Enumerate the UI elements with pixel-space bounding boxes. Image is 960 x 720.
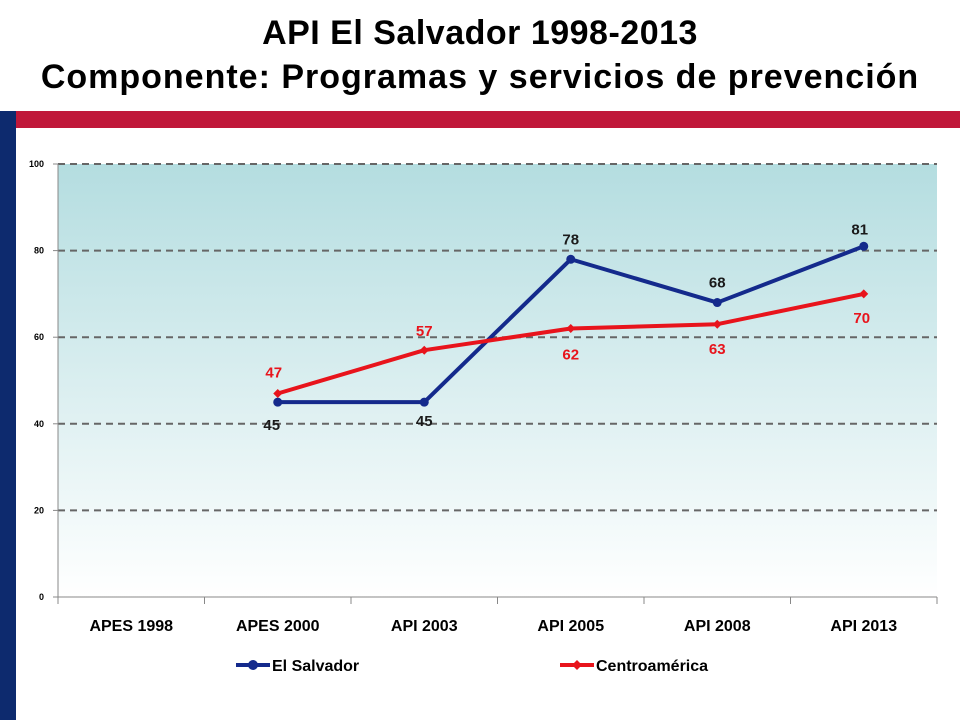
- data-label: 57: [416, 323, 433, 340]
- data-point: [712, 298, 722, 308]
- data-label: 68: [709, 275, 726, 292]
- y-tick-label: 40: [34, 419, 44, 429]
- data-point: [712, 319, 722, 329]
- data-label: 63: [709, 341, 726, 358]
- side-bar-top: [0, 111, 16, 128]
- page-title: API El Salvador 1998-2013: [262, 14, 698, 52]
- x-tick-label: API 2005: [537, 618, 604, 635]
- data-point: [273, 388, 283, 398]
- y-tick-label: 60: [34, 332, 44, 342]
- title-block: API El Salvador 1998-2013 Componente: Pr…: [0, 0, 960, 110]
- x-tick-label: APES 1998: [89, 618, 173, 635]
- x-tick-label: APES 2000: [236, 618, 320, 635]
- data-label: 47: [265, 364, 282, 381]
- side-bar: [0, 128, 16, 720]
- header-band: [0, 111, 960, 128]
- legend-marker: [572, 660, 582, 670]
- legend-label: El Salvador: [272, 658, 359, 675]
- data-point: [566, 324, 576, 334]
- y-tick-label: 80: [34, 246, 44, 256]
- data-point: [419, 345, 429, 355]
- y-tick-label: 100: [29, 159, 44, 169]
- data-point: [566, 254, 576, 264]
- y-tick-label: 0: [39, 592, 44, 602]
- data-point: [859, 241, 869, 251]
- x-tick-label: API 2008: [684, 618, 751, 635]
- legend-marker: [248, 660, 258, 670]
- data-label: 45: [263, 417, 280, 434]
- data-point: [419, 397, 429, 407]
- data-label: 62: [562, 347, 579, 364]
- plot-area: [58, 164, 937, 597]
- data-label: 45: [416, 413, 433, 430]
- data-label: 81: [851, 221, 868, 238]
- x-tick-label: API 2013: [830, 618, 897, 635]
- data-label: 78: [562, 231, 579, 248]
- data-point: [273, 397, 283, 407]
- y-tick-label: 20: [34, 505, 44, 515]
- legend-label: Centroamérica: [596, 658, 708, 675]
- page-subtitle: Componente: Programas y servicios de pre…: [40, 58, 920, 96]
- x-tick-label: API 2003: [391, 618, 458, 635]
- data-label: 70: [853, 310, 870, 327]
- data-point: [859, 289, 869, 299]
